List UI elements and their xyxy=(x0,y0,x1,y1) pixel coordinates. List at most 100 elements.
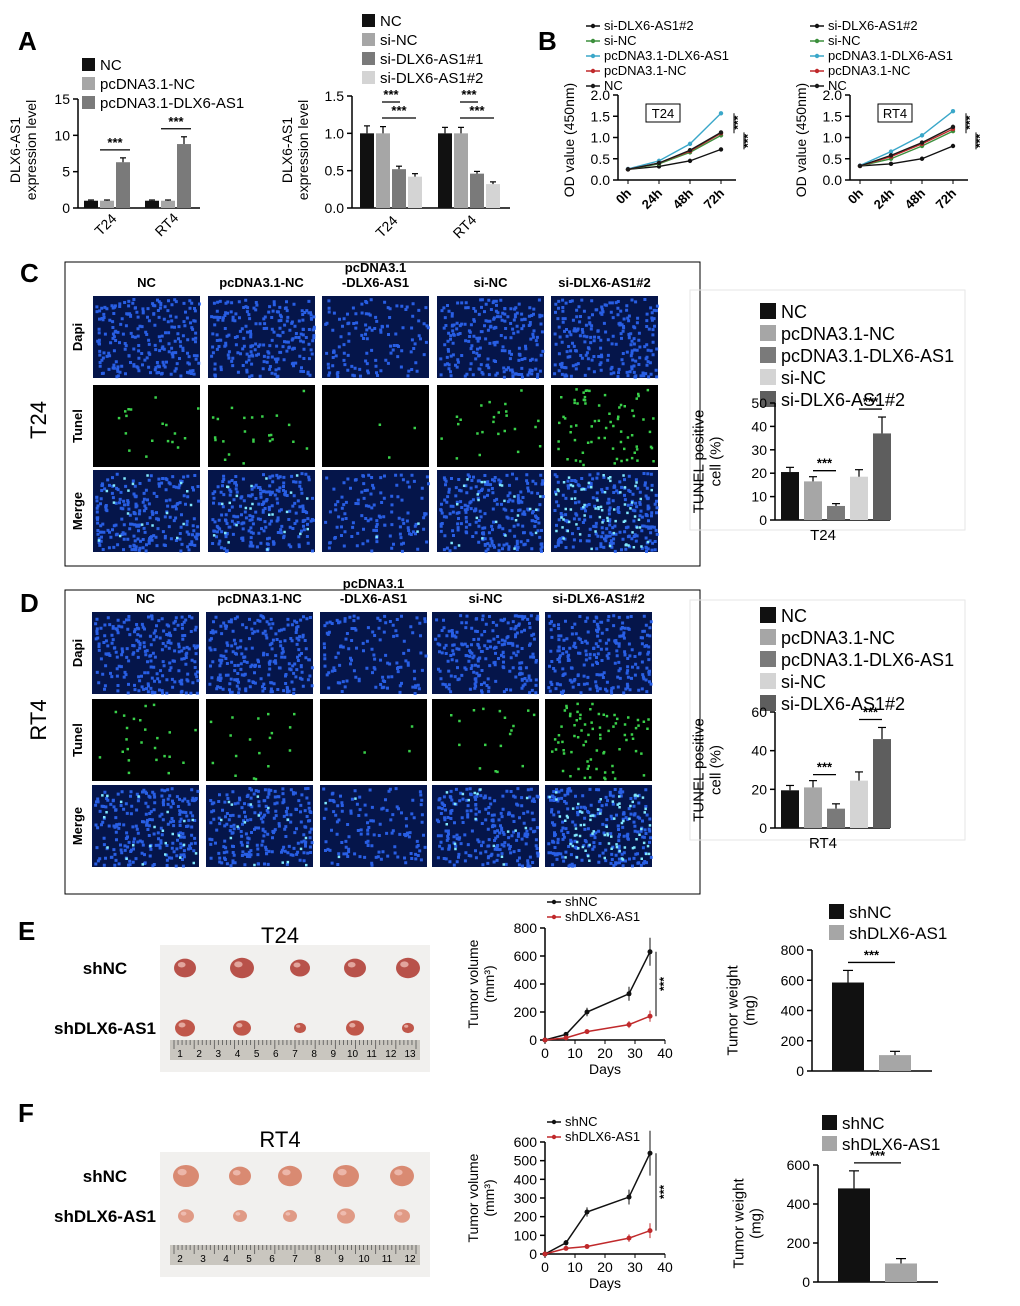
c-dapi-nuclei xyxy=(439,298,545,379)
b0-series-line xyxy=(627,112,722,170)
f-tumor-highlight xyxy=(337,1168,347,1176)
fv-x-tick-label: 10 xyxy=(567,1259,583,1275)
e-tumor-highlight xyxy=(347,961,356,968)
ev-y-tick-label: 200 xyxy=(514,1004,538,1020)
a1-legend-label: NC xyxy=(100,57,122,74)
ew-legend-label: shDLX6-AS1 xyxy=(849,924,947,943)
fw-y-tick-label: 0 xyxy=(802,1274,810,1290)
ew-ylabel-line: Tumor weight xyxy=(724,965,741,1056)
b0-title: T24 xyxy=(652,106,674,121)
fv-ylabel-line: (mm³) xyxy=(481,1179,497,1216)
b1-y-tick-label: 0.5 xyxy=(823,151,843,167)
a1-legend-label: pcDNA3.1-DLX6-AS1 xyxy=(100,95,244,112)
f-tumor-photo: RT4 2 3 4 5 6 7 8 9 10 11 12 shNC shDLX6-AS1 xyxy=(54,1127,430,1277)
d-dapi-nuclei xyxy=(94,787,200,868)
e-tumor-highlight xyxy=(177,961,186,968)
a1-y-tick-label: 0 xyxy=(62,200,70,216)
e-tumor xyxy=(233,1020,251,1036)
c-bar xyxy=(850,476,868,520)
a1-x-tick-label: RT4 xyxy=(152,209,182,239)
d-y-tick-label: 0 xyxy=(759,820,767,836)
ev-ylabel-line: Tumor volume xyxy=(465,939,481,1028)
a2-bar xyxy=(486,184,500,208)
f-photo-title: RT4 xyxy=(259,1127,300,1152)
d-legend-label: pcDNA3.1-DLX6-AS1 xyxy=(781,650,954,670)
c-tunel-signal xyxy=(212,474,309,551)
d-column-title: si-NC xyxy=(469,591,504,606)
b0-legend-marker xyxy=(590,23,596,29)
c-bar xyxy=(827,505,845,520)
c-image-tunel xyxy=(93,385,200,467)
a1-bar xyxy=(100,200,114,208)
b0-point xyxy=(687,141,693,147)
d-tunel-signal xyxy=(363,725,414,754)
b0-y-tick-label: 0.5 xyxy=(591,151,611,167)
e-weight-chart: shNC shDLX6-AS1 0 200 400 600 800 Tumor weight(… xyxy=(724,903,947,1079)
f-ruler-number: 11 xyxy=(382,1254,393,1265)
d-image-tunel xyxy=(432,699,539,781)
e-ruler-number: 11 xyxy=(366,1049,377,1060)
a1-y-tick-label: 15 xyxy=(54,91,70,107)
d-row-label: Tunel xyxy=(70,723,85,757)
d-legend-label: pcDNA3.1-NC xyxy=(781,628,895,648)
e-tumor-highlight xyxy=(400,961,409,968)
ew-y-tick-label: 200 xyxy=(781,1033,805,1049)
d-y-tick-label: 60 xyxy=(751,704,767,720)
a2-legend-label: si-DLX6-AS1#1 xyxy=(380,51,483,68)
c-column-title: si-DLX6-AS1#2 xyxy=(558,275,650,290)
c-column-title: pcDNA3.1 xyxy=(345,260,406,275)
a2-ylabel-line: expression level xyxy=(295,100,311,200)
c-tunel-signal xyxy=(557,388,655,467)
fv-legend-label: shNC xyxy=(565,1114,598,1129)
b0-legend-label: pcDNA3.1-DLX6-AS1 xyxy=(604,48,729,63)
f-tumor-highlight xyxy=(340,1211,347,1216)
d-y-tick-label: 40 xyxy=(751,743,767,759)
c-y-tick-label: 30 xyxy=(751,442,767,458)
a2-legend-label: si-DLX6-AS1#2 xyxy=(380,70,483,87)
ev-xlabel: Days xyxy=(589,1061,621,1077)
f-row-label: shDLX6-AS1 xyxy=(54,1207,156,1226)
d-legend-swatch xyxy=(760,673,776,689)
e-ruler-number: 10 xyxy=(347,1049,359,1060)
c-legend-swatch xyxy=(760,347,776,363)
f-ruler-number: 12 xyxy=(404,1254,416,1265)
b1-series-line xyxy=(859,126,954,167)
ev-series-line xyxy=(544,951,651,1041)
c-row-title: T24 xyxy=(26,401,51,439)
d-frame xyxy=(64,589,701,895)
b1-x-tick-label: 72h xyxy=(933,185,959,211)
b0-series-line xyxy=(627,148,722,171)
b0-legend-marker xyxy=(590,83,596,89)
ew-sig-stars: *** xyxy=(864,947,880,962)
e-ruler-number: 7 xyxy=(292,1049,298,1060)
f-ruler-number: 8 xyxy=(315,1254,321,1265)
d-xlabel: RT4 xyxy=(809,835,837,852)
d-legend-swatch xyxy=(760,695,776,711)
b1-legend-marker xyxy=(814,38,820,44)
d-image-tunel xyxy=(320,699,427,781)
ew-bar xyxy=(832,982,864,1071)
fw-legend-label: shDLX6-AS1 xyxy=(842,1135,940,1154)
c-tunel-chart: NCpcDNA3.1-NCpcDNA3.1-DLX6-AS1si-NCsi-DL… xyxy=(689,289,966,544)
b0-title-box xyxy=(645,103,681,123)
f-tumor-highlight xyxy=(282,1169,291,1176)
f-ruler-number: 4 xyxy=(223,1254,229,1265)
panel-letter-B: B xyxy=(538,26,557,56)
e-tumor xyxy=(396,957,420,979)
d-row-title: RT4 xyxy=(26,699,51,740)
e-ruler-number: 13 xyxy=(404,1049,416,1060)
d-column-title: NC xyxy=(136,591,155,606)
ev-y-tick-label: 800 xyxy=(514,920,538,936)
b0-y-tick-label: 2.0 xyxy=(591,87,611,103)
panel-letter-C: C xyxy=(20,258,39,288)
a1-legend-label: pcDNA3.1-NC xyxy=(100,76,195,93)
ev-ylabel-line: (mm³) xyxy=(481,965,497,1002)
fv-y-tick-label: 600 xyxy=(514,1134,538,1150)
c-column-title: si-NC xyxy=(474,275,509,290)
fw-bar xyxy=(885,1263,917,1282)
fv-y-tick-label: 300 xyxy=(514,1190,538,1206)
c-ylabel: TUNEL positive cell (%) xyxy=(690,410,724,514)
d-column-title: pcDNA3.1 xyxy=(343,576,404,591)
